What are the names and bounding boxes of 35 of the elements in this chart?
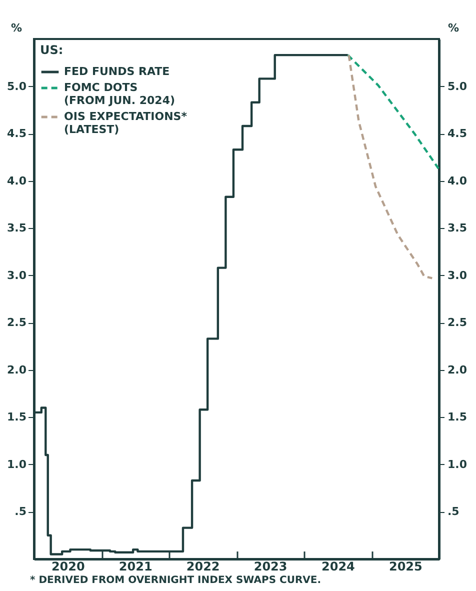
x-tick-label: 2024: [322, 560, 355, 574]
y2-axis-title: %: [448, 22, 460, 34]
x-tick-label: 2020: [51, 560, 85, 574]
y2-tick-label: 4.0: [448, 174, 468, 188]
y-tick-label: 3.0: [7, 268, 27, 282]
legend-label: FED FUNDS RATE: [64, 65, 170, 78]
y2-tick-label: 1.0: [448, 458, 468, 471]
y-tick-label: 1.5: [7, 410, 26, 424]
y-tick-label: 1.0: [7, 458, 27, 471]
text: * DERIVED FROM OVERNIGHT INDEX SWAPS CURVE.: [30, 575, 322, 586]
legend-label: FOMC DOTS (FROM JUN. 2024): [64, 81, 176, 107]
y2-tick-label: 2.5: [448, 316, 467, 330]
y2-tick-label: 3.5: [448, 222, 467, 235]
x-tick-label: 2023: [254, 560, 288, 574]
y-tick-label: 5.0: [7, 80, 27, 93]
legend-label: OIS EXPECTATIONS* (LATEST): [64, 110, 188, 136]
x-tick-label: 2025: [388, 560, 422, 574]
y2-tick-label: 5.0: [448, 80, 468, 93]
x-tick-label: 2022: [186, 560, 220, 574]
y-tick-label: 4.5: [7, 127, 26, 140]
y2-tick-label: 4.5: [448, 127, 467, 140]
y-axis-title: %: [10, 22, 22, 34]
x-tick-label: 2021: [118, 560, 152, 574]
y2-tick-label: 2.0: [448, 363, 468, 376]
y2-tick-label: 1.5: [448, 410, 467, 424]
y-tick-label: .5: [14, 505, 26, 518]
y2-tick-label: 3.0: [448, 268, 468, 282]
legend-title: US:: [40, 43, 64, 57]
y-tick-label: 3.5: [7, 222, 26, 235]
line-series: [348, 54, 434, 280]
y-tick-label: 4.0: [7, 174, 27, 188]
y-tick-label: 2.0: [7, 363, 27, 376]
y2-tick-label: .5: [448, 505, 460, 518]
y-tick-label: 2.5: [7, 316, 26, 330]
line-series: [346, 54, 440, 170]
